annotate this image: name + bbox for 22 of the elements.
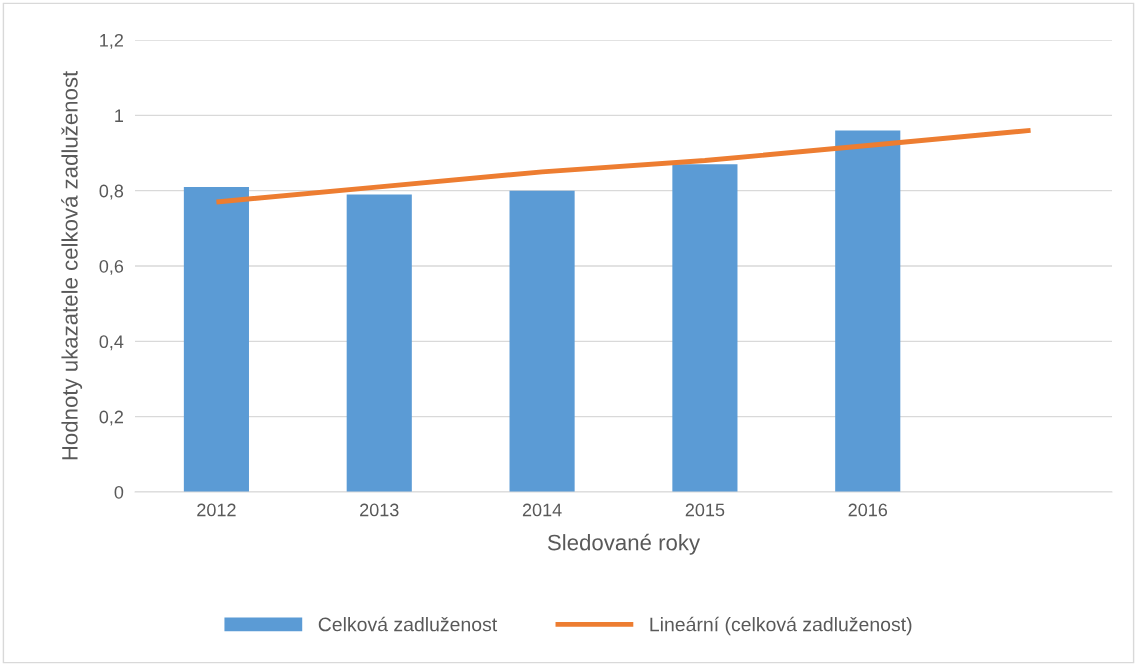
legend-label: Lineární (celková zadluženost): [650, 616, 912, 636]
bar: [509, 190, 575, 492]
x-tick-label: 2012: [197, 503, 236, 517]
legend-label: Celková zadluženost: [318, 616, 498, 632]
y-axis-title: Hodnoty ukazatele celková zadluženost: [61, 70, 83, 460]
x-axis-title: Sledované roky: [547, 533, 701, 555]
y-tick-label: 0,8: [99, 184, 124, 200]
bar: [183, 186, 249, 492]
y-tick-label: 0,4: [99, 335, 124, 351]
y-tick-label: 1: [115, 109, 124, 122]
y-tick-label: 0,2: [99, 410, 123, 426]
bar: [672, 164, 738, 492]
x-tick-label: 2013: [360, 503, 399, 517]
line-series: [213, 127, 1034, 205]
y-tick-label: 0,6: [99, 259, 124, 275]
bar: [346, 194, 412, 492]
y-tick-label: 1,2: [100, 33, 123, 49]
x-tick-label: 2014: [522, 503, 562, 517]
y-tick-label: 0: [114, 485, 124, 499]
x-tick-label: 2016: [848, 503, 888, 517]
x-tick-label: 2015: [685, 503, 725, 517]
bar: [835, 130, 901, 492]
